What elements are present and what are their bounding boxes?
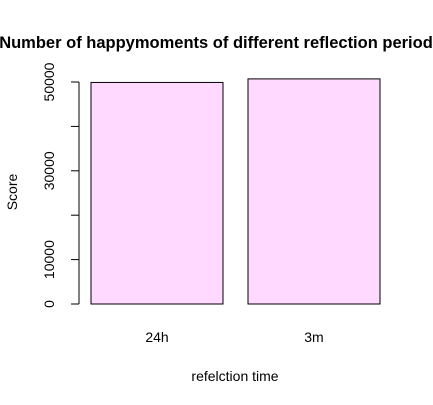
y-axis-label: Score <box>4 174 20 211</box>
y-axis: 0 10000 30000 50000 <box>41 62 80 308</box>
y-tick-label: 0 <box>41 300 57 308</box>
bar-24h <box>90 81 224 305</box>
bars-group <box>90 78 381 305</box>
y-tick-label: 30000 <box>41 151 57 190</box>
y-tick-label: 10000 <box>41 240 57 279</box>
x-tick-label-3m: 3m <box>304 329 323 345</box>
x-axis-label: refelction time <box>191 368 278 384</box>
x-tick-labels: 24h 3m <box>145 329 323 345</box>
x-tick-label-24h: 24h <box>145 329 168 345</box>
bar-3m <box>247 78 381 305</box>
chart-title: Number of happymoments of different refl… <box>0 34 433 52</box>
y-tick-label: 50000 <box>41 62 57 101</box>
